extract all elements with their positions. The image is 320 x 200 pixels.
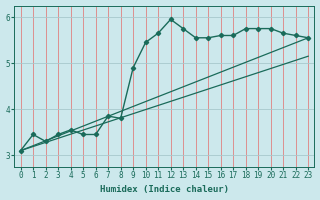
X-axis label: Humidex (Indice chaleur): Humidex (Indice chaleur) xyxy=(100,185,229,194)
